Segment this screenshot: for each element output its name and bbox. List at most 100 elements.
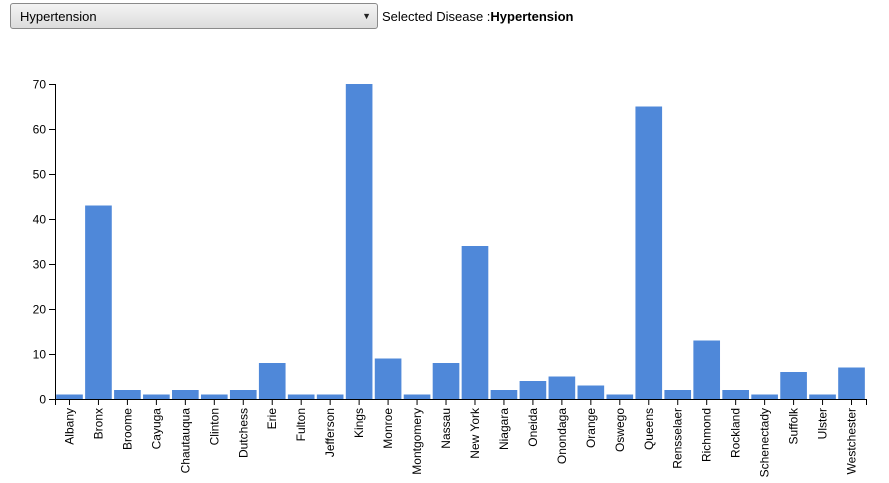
x-tick-label: New York (468, 407, 482, 459)
x-tick: Niagara (497, 399, 511, 450)
selected-disease-value: Hypertension (490, 8, 574, 24)
bar-clinton (200, 394, 228, 399)
bar-queens (635, 106, 663, 399)
x-tick: Schenectady (758, 399, 772, 477)
x-tick-label: Erie (265, 408, 279, 430)
x-tick-label: Onondaga (555, 408, 569, 464)
y-axis-line (49, 84, 56, 400)
x-tick: Fulton (294, 399, 308, 441)
bar-fulton (287, 394, 315, 399)
bar-montgomery (403, 394, 431, 399)
x-tick-label: Orange (584, 408, 598, 448)
x-tick: Cayuga (149, 399, 163, 449)
x-tick-label: Jefferson (323, 408, 337, 457)
y-tick-label: 50 (33, 168, 47, 182)
x-tick: Chautauqua (178, 399, 192, 473)
x-tick: Broome (120, 399, 134, 450)
bar-rockland (722, 390, 749, 399)
x-tick: Suffolk (787, 399, 801, 444)
x-tick: Monroe (381, 399, 395, 449)
x-tick: Queens (642, 399, 656, 450)
bar-jefferson (316, 394, 344, 399)
x-tick-label: Kings (352, 408, 366, 438)
y-tick-label: 60 (33, 123, 47, 137)
x-tick-label: Nassau (439, 408, 453, 449)
bar-niagara (490, 390, 518, 399)
x-tick-label: Rockland (729, 408, 743, 458)
x-tick-label: Chautauqua (178, 408, 192, 474)
x-tick: Albany (62, 399, 76, 445)
y-tick: 50 (33, 168, 55, 182)
disease-select[interactable]: Hypertension ▼ (10, 3, 378, 29)
bar-albany (56, 394, 83, 399)
x-tick: Westchester (845, 399, 859, 474)
x-tick: Ulster (816, 399, 830, 439)
bar-cayuga (143, 394, 170, 399)
chevron-down-icon: ▼ (362, 11, 371, 21)
x-tick-label: Broome (120, 408, 134, 450)
y-tick-label: 20 (33, 303, 47, 317)
y-tick-label: 0 (39, 393, 46, 407)
x-tick-label: Monroe (381, 408, 395, 449)
x-tick-label: Richmond (700, 408, 714, 462)
x-tick-label: Schenectady (758, 408, 772, 477)
x-tick-label: Niagara (497, 408, 511, 450)
y-tick: 60 (33, 123, 55, 137)
x-tick: New York (468, 399, 482, 459)
x-tick-label: Oswego (613, 408, 627, 452)
bar-new-york (461, 246, 489, 399)
y-axis: 0 10 20 30 40 50 60 70 (33, 78, 56, 407)
x-tick-label: Oneida (526, 408, 540, 447)
x-tick-label: Fulton (294, 408, 308, 441)
selected-disease-prefix: Selected Disease : (382, 8, 491, 24)
selected-disease-label: Selected Disease :Hypertension (382, 9, 573, 24)
x-tick: Kings (352, 399, 366, 438)
bar-dutchess (229, 390, 257, 399)
x-tick-label: Ulster (816, 408, 830, 439)
x-tick-label: Queens (642, 408, 656, 450)
x-tick: Richmond (700, 399, 714, 462)
x-tick-label: Clinton (207, 408, 221, 445)
y-tick: 0 (39, 393, 55, 407)
bar-monroe (374, 358, 402, 399)
x-tick: Clinton (207, 399, 221, 445)
bar-westchester (838, 367, 865, 399)
x-tick: Oswego (613, 399, 627, 452)
x-tick: Jefferson (323, 399, 337, 457)
x-tick-label: Bronx (91, 408, 105, 439)
bar-richmond (693, 340, 721, 399)
y-tick: 70 (33, 78, 55, 92)
bars-group (56, 84, 865, 399)
x-tick: Nassau (439, 399, 453, 449)
y-tick: 10 (33, 348, 55, 362)
x-tick: Dutchess (236, 399, 250, 458)
x-tick: Montgomery (410, 399, 424, 475)
x-tick-label: Westchester (845, 408, 859, 474)
x-tick-label: Albany (62, 408, 76, 445)
y-tick-label: 10 (33, 348, 47, 362)
x-axis-line (55, 399, 867, 405)
x-tick: Rensselaer (671, 399, 685, 469)
y-tick: 40 (33, 213, 55, 227)
bar-orange (577, 385, 605, 399)
bar-onondaga (548, 376, 576, 399)
x-tick: Onondaga (555, 399, 569, 464)
y-tick: 20 (33, 303, 55, 317)
x-tick: Rockland (729, 399, 743, 458)
bar-erie (258, 363, 286, 399)
x-tick-label: Rensselaer (671, 408, 685, 469)
x-tick: Erie (265, 399, 279, 429)
x-tick-label: Dutchess (236, 408, 250, 458)
x-axis: Albany Bronx Broome Cayuga Chautauqua Clinton… (55, 399, 867, 477)
x-tick: Oneida (526, 399, 540, 447)
bar-nassau (432, 363, 460, 399)
bar-oneida (519, 381, 547, 399)
x-tick-label: Suffolk (787, 407, 801, 444)
disease-controls: Hypertension ▼ Selected Disease :Hyperte… (10, 2, 573, 30)
disease-select-value: Hypertension (20, 8, 97, 24)
x-tick-label: Montgomery (410, 408, 424, 475)
bar-ulster (809, 394, 836, 399)
x-tick: Orange (584, 399, 598, 448)
bar-rensselaer (664, 390, 692, 399)
